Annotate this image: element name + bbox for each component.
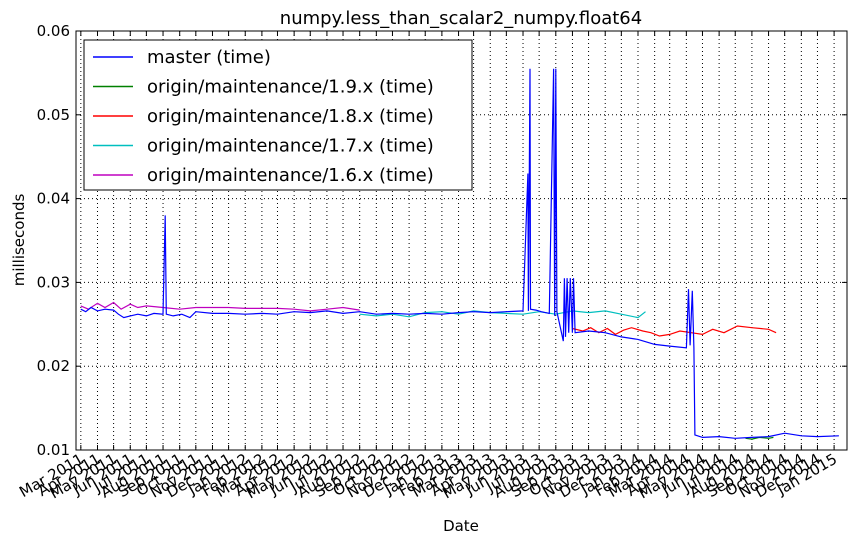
y-tick-label: 0.03 [37, 273, 70, 291]
series-line [359, 310, 646, 319]
legend-box [83, 39, 473, 191]
y-tick-label: 0.05 [37, 106, 70, 124]
plot-frame [75, 30, 848, 451]
y-tick-label: 0.01 [37, 441, 70, 459]
legend: master (time) origin/maintenance/1.9.x (t… [83, 39, 473, 191]
series-line [80, 68, 839, 439]
y-axis-label: milliseconds [10, 194, 28, 287]
series-layer [80, 68, 839, 440]
legend-label: origin/maintenance/1.8.x (time) [147, 106, 434, 127]
y-tick-labels: 0.01 0.02 0.03 0.04 0.05 0.06 [37, 22, 70, 459]
legend-label: origin/maintenance/1.9.x (time) [147, 77, 434, 98]
y-tick-label: 0.04 [37, 190, 70, 208]
chart-title: numpy.less_than_scalar2_numpy.float64 [280, 8, 642, 29]
y-tick-label: 0.06 [37, 22, 70, 40]
x-axis-label: Date [443, 517, 479, 535]
series-line [572, 325, 777, 337]
legend-label: origin/maintenance/1.7.x (time) [147, 136, 434, 157]
y-tick-label: 0.02 [37, 357, 70, 375]
legend-label: master (time) [147, 47, 271, 68]
ticks [76, 30, 847, 451]
legend-label: origin/maintenance/1.6.x (time) [147, 165, 434, 186]
series-line [80, 301, 360, 312]
